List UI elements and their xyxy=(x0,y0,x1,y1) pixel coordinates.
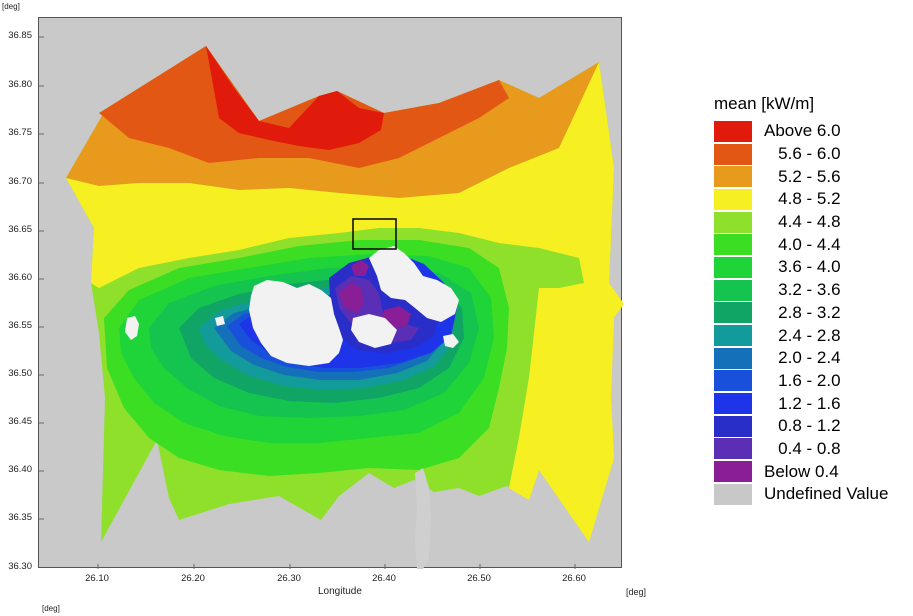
y-axis-unit-label: [deg] xyxy=(2,2,20,11)
legend-rows: Above 6.0 5.6 - 6.0 5.2 - 5.6 4.8 - 5.2 … xyxy=(714,120,888,506)
y-tick: 36.85 xyxy=(8,30,32,41)
x-axis-title: Longitude xyxy=(318,586,362,597)
legend-item: 0.8 - 1.2 xyxy=(714,415,888,438)
y-tick: 36.40 xyxy=(8,464,32,475)
legend-swatch xyxy=(714,302,752,324)
legend-item: 4.8 - 5.2 xyxy=(714,188,888,211)
contour-below-0-4-c xyxy=(351,260,369,276)
tick-marks xyxy=(39,36,576,569)
legend-swatch xyxy=(714,279,752,301)
legend-label: 0.4 - 0.8 xyxy=(764,438,841,458)
legend-swatch xyxy=(714,370,752,392)
legend-item: 5.6 - 6.0 xyxy=(714,143,888,166)
wave-power-contour-svg xyxy=(39,36,623,569)
y-tick: 36.30 xyxy=(8,561,32,572)
legend-item: Undefined Value xyxy=(714,483,888,506)
legend-item: 1.6 - 2.0 xyxy=(714,370,888,393)
legend-label: 0.8 - 1.2 xyxy=(764,416,841,436)
legend-item: 3.6 - 4.0 xyxy=(714,256,888,279)
contour-below-0-4 xyxy=(339,283,364,313)
x-tick: 26.60 xyxy=(562,573,586,584)
legend-label: 3.2 - 3.6 xyxy=(764,280,841,300)
legend-swatch xyxy=(714,438,752,460)
x-tick: 26.30 xyxy=(277,573,301,584)
legend-label: 4.8 - 5.2 xyxy=(764,189,841,209)
legend-swatch xyxy=(714,256,752,278)
legend-label: Above 6.0 xyxy=(764,121,841,141)
legend-swatch xyxy=(714,211,752,233)
legend-label: 3.6 - 4.0 xyxy=(764,257,841,277)
legend-label: 4.0 - 4.4 xyxy=(764,234,841,254)
undefined-strip xyxy=(415,468,431,569)
y-tick: 36.75 xyxy=(8,127,32,138)
contour-above-6-0 xyxy=(206,46,384,150)
legend-item: 2.4 - 2.8 xyxy=(714,324,888,347)
legend-swatch xyxy=(714,166,752,188)
bottom-unit-label: [deg] xyxy=(42,604,60,613)
islet-east xyxy=(443,334,459,348)
legend: mean [kW/m] Above 6.0 5.6 - 6.0 5.2 - 5.… xyxy=(714,94,888,506)
legend-item: 1.2 - 1.6 xyxy=(714,392,888,415)
y-tick: 36.35 xyxy=(8,512,32,523)
island-land-south xyxy=(351,314,397,348)
y-tick: 36.70 xyxy=(8,176,32,187)
legend-label: 1.6 - 2.0 xyxy=(764,370,841,390)
legend-swatch xyxy=(714,483,752,505)
legend-item: Above 6.0 xyxy=(714,120,888,143)
contour-4-8-to-5-2 xyxy=(66,62,623,542)
legend-swatch xyxy=(714,393,752,415)
x-tick: 26.40 xyxy=(372,573,396,584)
islet-west xyxy=(125,316,139,340)
legend-swatch xyxy=(714,188,752,210)
legend-label: 2.8 - 3.2 xyxy=(764,302,841,322)
contour-5-6-to-6-0 xyxy=(99,46,509,168)
legend-swatch xyxy=(714,461,752,483)
study-area-box xyxy=(352,218,397,250)
y-tick: 36.45 xyxy=(8,416,32,427)
legend-label: 1.2 - 1.6 xyxy=(764,393,841,413)
contour-4-8-to-5-2-east xyxy=(509,288,614,542)
legend-item: Below 0.4 xyxy=(714,460,888,483)
x-axis-unit-label: [deg] xyxy=(626,587,647,597)
legend-swatch xyxy=(714,415,752,437)
legend-label: 2.0 - 2.4 xyxy=(764,348,841,368)
legend-item: 5.2 - 5.6 xyxy=(714,165,888,188)
legend-label: 5.2 - 5.6 xyxy=(764,166,841,186)
legend-item: 4.0 - 4.4 xyxy=(714,233,888,256)
legend-label: Below 0.4 xyxy=(764,461,839,481)
islet-southwest xyxy=(215,316,225,326)
y-tick: 36.65 xyxy=(8,224,32,235)
legend-swatch xyxy=(714,325,752,347)
legend-item: 0.4 - 0.8 xyxy=(714,438,888,461)
y-tick: 36.55 xyxy=(8,320,32,331)
legend-label: 5.6 - 6.0 xyxy=(764,144,841,164)
legend-label: 2.4 - 2.8 xyxy=(764,325,841,345)
legend-item: 2.0 - 2.4 xyxy=(714,347,888,370)
legend-swatch xyxy=(714,120,752,142)
y-tick: 36.80 xyxy=(8,79,32,90)
legend-label: 4.4 - 4.8 xyxy=(764,212,841,232)
legend-title: mean [kW/m] xyxy=(714,94,815,113)
legend-label: Undefined Value xyxy=(764,484,889,504)
wave-power-map xyxy=(38,17,623,569)
x-tick: 26.10 xyxy=(85,573,109,584)
island-land-main xyxy=(249,280,343,366)
legend-item: 3.2 - 3.6 xyxy=(714,279,888,302)
legend-item: 2.8 - 3.2 xyxy=(714,302,888,325)
y-tick: 36.60 xyxy=(8,272,32,283)
island-land-east xyxy=(369,246,459,322)
legend-swatch xyxy=(714,347,752,369)
y-tick: 36.50 xyxy=(8,368,32,379)
legend-swatch xyxy=(714,234,752,256)
x-tick: 26.20 xyxy=(181,573,205,584)
legend-item: 4.4 - 4.8 xyxy=(714,211,888,234)
legend-swatch xyxy=(714,143,752,165)
x-tick: 26.50 xyxy=(467,573,491,584)
